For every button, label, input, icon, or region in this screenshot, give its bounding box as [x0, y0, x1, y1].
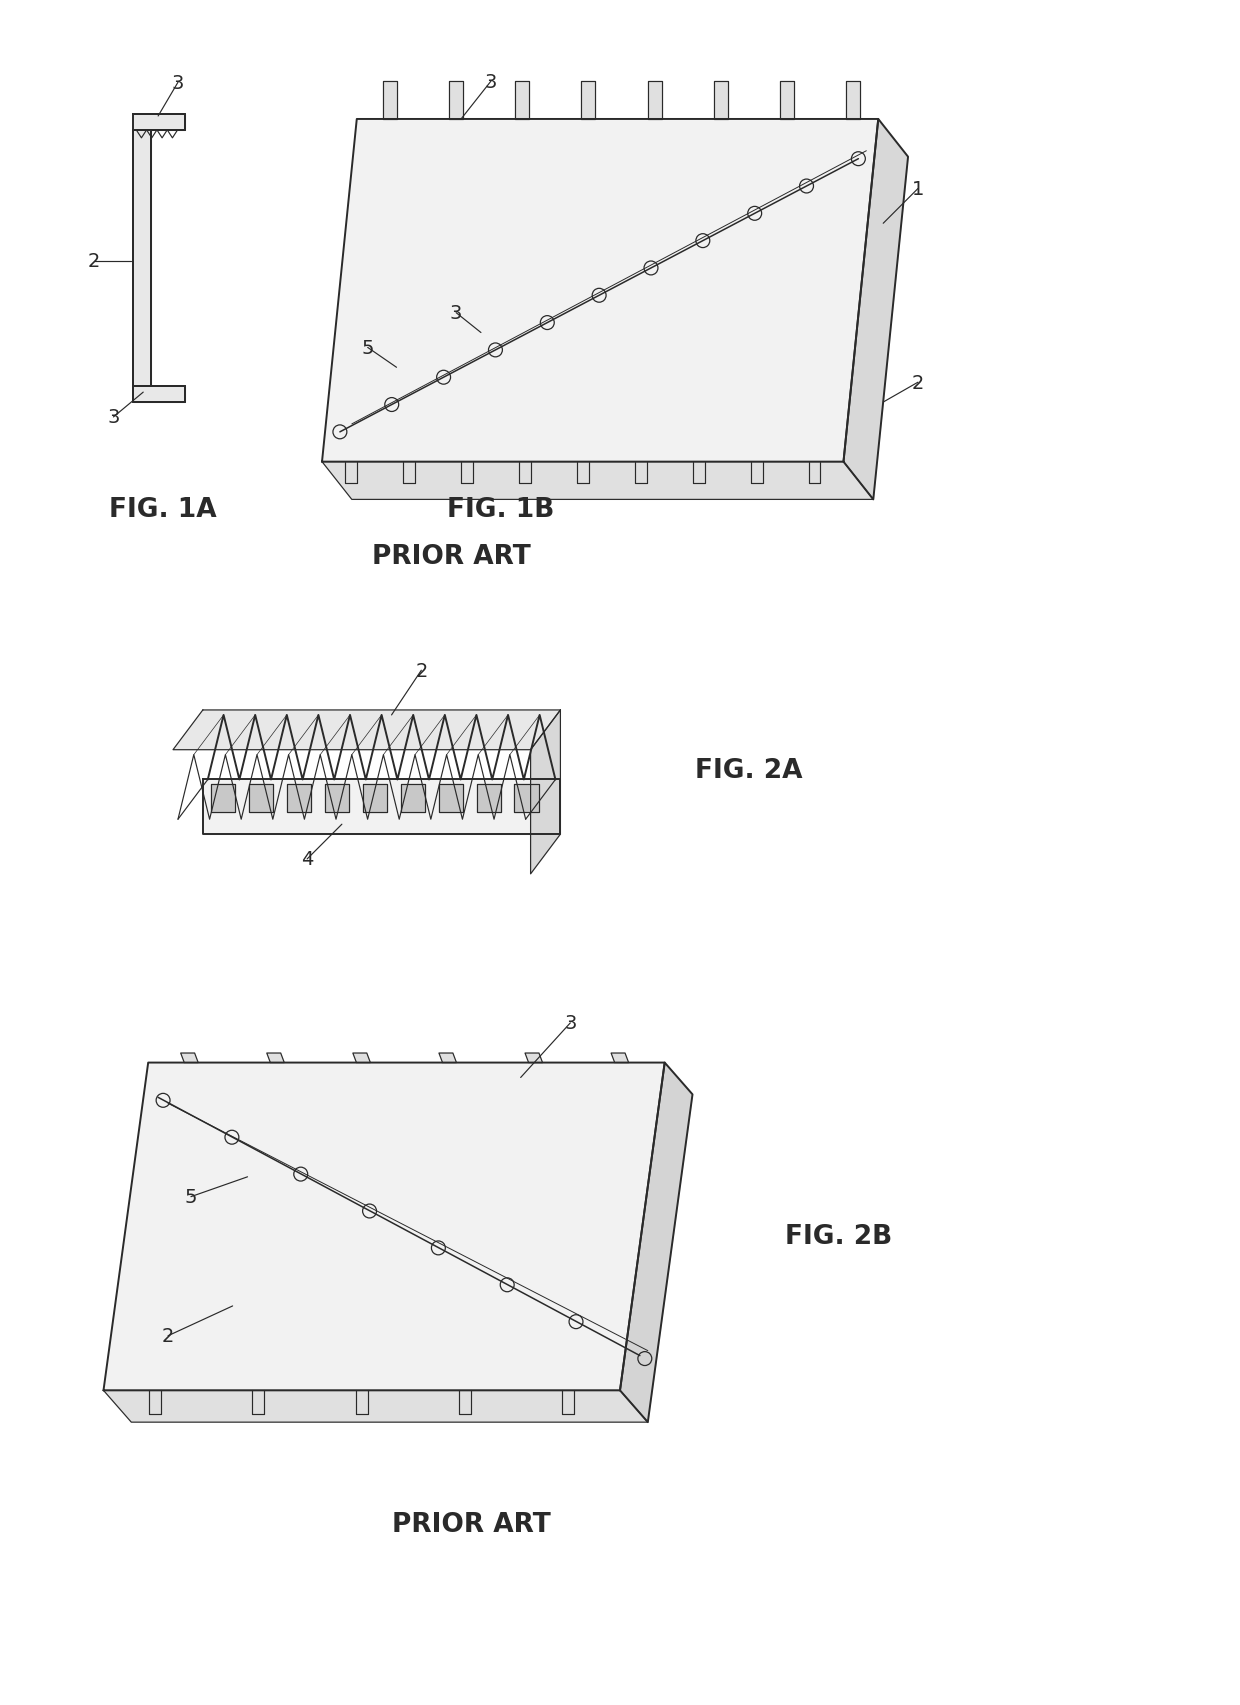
Text: 2: 2	[87, 252, 99, 271]
Polygon shape	[439, 1054, 456, 1062]
Text: 5: 5	[361, 339, 374, 358]
Text: FIG. 1B: FIG. 1B	[448, 498, 554, 523]
Polygon shape	[439, 784, 464, 813]
Text: 3: 3	[485, 73, 497, 92]
Polygon shape	[267, 1054, 284, 1062]
Polygon shape	[322, 119, 878, 462]
Text: 2: 2	[911, 373, 924, 392]
Polygon shape	[714, 82, 728, 119]
Polygon shape	[174, 711, 560, 750]
Text: 5: 5	[185, 1187, 197, 1207]
Polygon shape	[516, 82, 529, 119]
Polygon shape	[515, 784, 539, 813]
Polygon shape	[211, 784, 236, 813]
Text: 3: 3	[564, 1014, 577, 1033]
Polygon shape	[362, 784, 387, 813]
Polygon shape	[401, 784, 425, 813]
Polygon shape	[203, 779, 560, 835]
Polygon shape	[249, 784, 273, 813]
Text: 3: 3	[172, 73, 185, 92]
Text: 2: 2	[415, 662, 428, 680]
Polygon shape	[846, 82, 861, 119]
Text: 4: 4	[301, 851, 314, 870]
Polygon shape	[611, 1054, 629, 1062]
Polygon shape	[103, 1062, 665, 1391]
Text: FIG. 2B: FIG. 2B	[785, 1224, 892, 1250]
Text: 2: 2	[162, 1326, 175, 1345]
Polygon shape	[133, 131, 151, 387]
Polygon shape	[843, 119, 908, 500]
Polygon shape	[181, 1054, 198, 1062]
Polygon shape	[322, 462, 873, 500]
Text: 3: 3	[107, 407, 119, 428]
Polygon shape	[780, 82, 794, 119]
Polygon shape	[449, 82, 463, 119]
Polygon shape	[133, 387, 185, 402]
Text: 1: 1	[911, 181, 924, 199]
Text: 3: 3	[450, 303, 463, 322]
Polygon shape	[133, 114, 185, 131]
Text: FIG. 1A: FIG. 1A	[109, 498, 217, 523]
Text: PRIOR ART: PRIOR ART	[372, 544, 531, 569]
Polygon shape	[383, 82, 397, 119]
Polygon shape	[103, 1391, 647, 1422]
Polygon shape	[647, 82, 661, 119]
Polygon shape	[476, 784, 501, 813]
Polygon shape	[620, 1062, 692, 1422]
Polygon shape	[353, 1054, 371, 1062]
Polygon shape	[582, 82, 595, 119]
Polygon shape	[525, 1054, 543, 1062]
Text: FIG. 2A: FIG. 2A	[696, 757, 802, 783]
Polygon shape	[286, 784, 311, 813]
Polygon shape	[531, 711, 560, 875]
Text: PRIOR ART: PRIOR ART	[392, 1512, 551, 1538]
Polygon shape	[325, 784, 350, 813]
